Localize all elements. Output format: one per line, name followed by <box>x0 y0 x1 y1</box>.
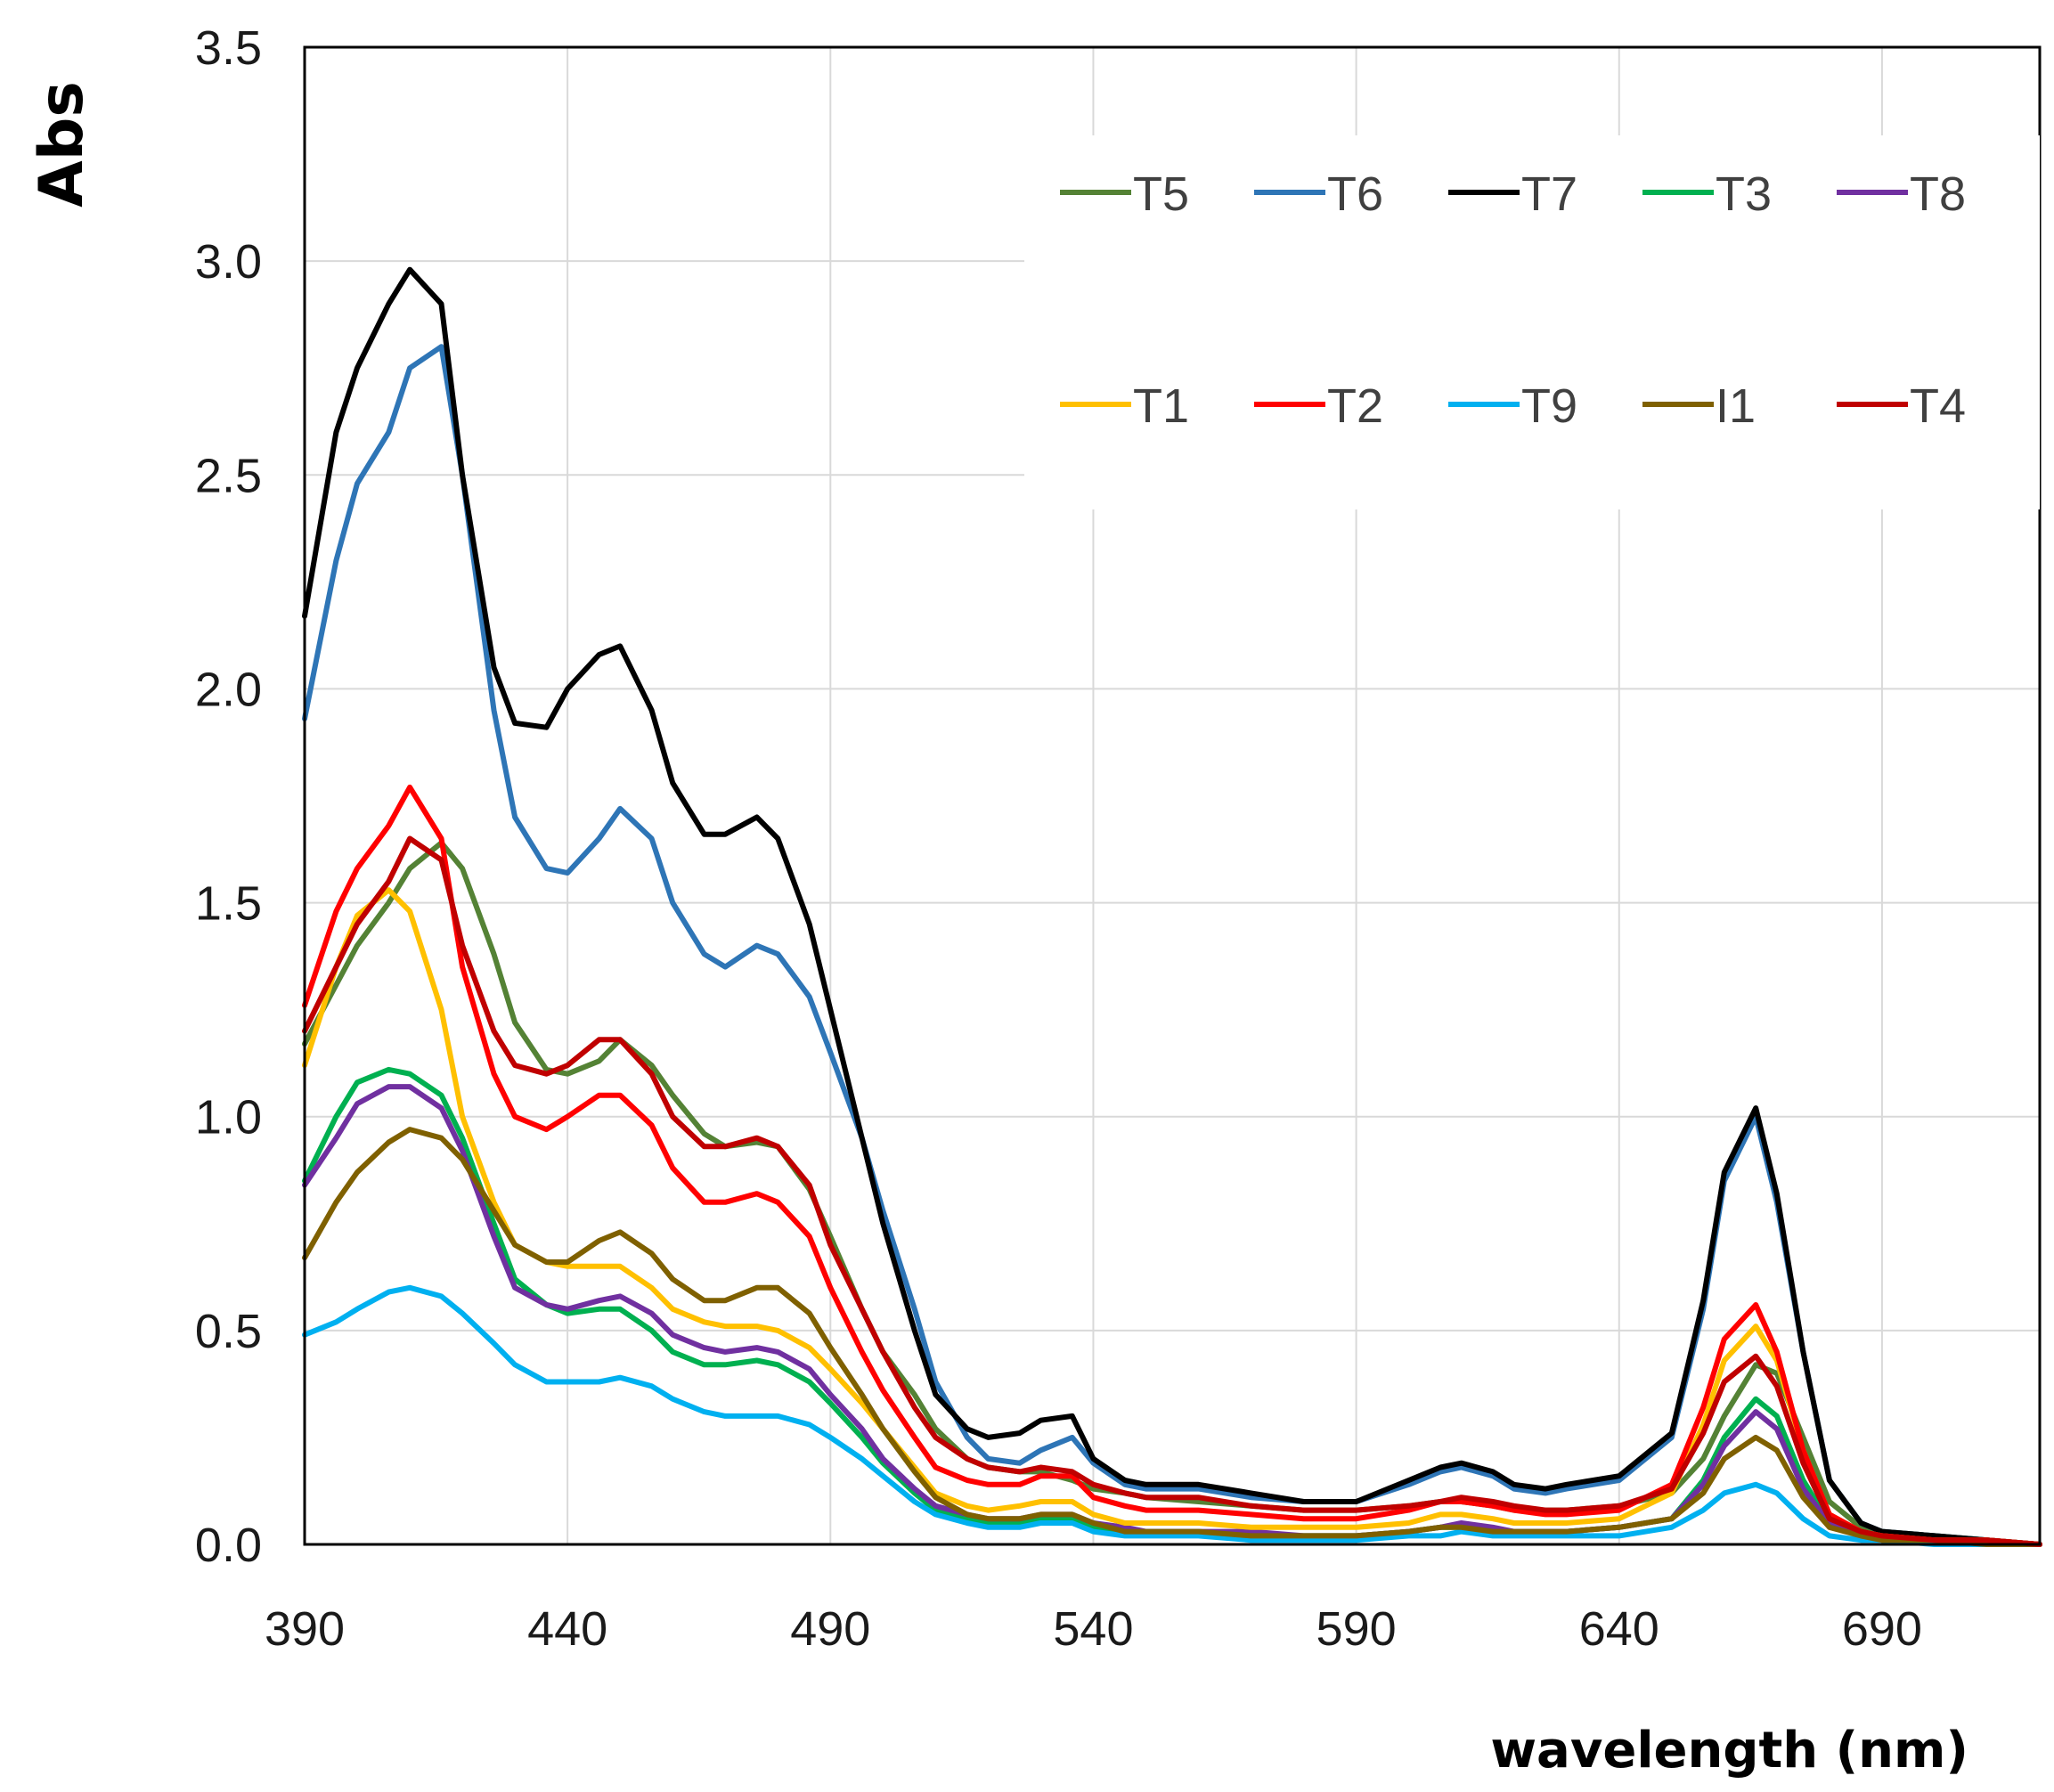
legend-label-T1: T1 <box>1133 379 1189 433</box>
series-line-I1 <box>302 1127 2042 1547</box>
series-line-T9 <box>302 1284 2042 1547</box>
legend-label-T6: T6 <box>1327 167 1383 221</box>
x-tick-label: 690 <box>1842 1602 1922 1656</box>
y-tick-label: 2.5 <box>195 449 262 502</box>
y-tick-label: 0.0 <box>195 1519 262 1572</box>
legend-label-T8: T8 <box>1910 167 1966 221</box>
x-tick-label: 640 <box>1579 1602 1659 1656</box>
series-line-T4 <box>302 835 2042 1547</box>
legend-background <box>1024 135 2040 509</box>
x-tick-label: 590 <box>1316 1602 1397 1656</box>
plot-frame <box>303 45 2042 1546</box>
legend-label-T3: T3 <box>1716 167 1772 221</box>
x-tick-label: 440 <box>527 1602 607 1656</box>
series-lines <box>302 266 2042 1547</box>
y-tick-label: 2.0 <box>195 663 262 716</box>
legend-label-T4: T4 <box>1910 379 1966 433</box>
y-tick-label: 0.5 <box>195 1305 262 1358</box>
legend: T5 T6 T7 T3 T8 T1 T2 T9 I1 T4 <box>1024 135 2040 509</box>
y-axis-title: Abs <box>27 81 97 208</box>
y-tick-label: 1.5 <box>195 877 262 931</box>
legend-label-T2: T2 <box>1327 379 1383 433</box>
x-axis-title: wavelength (nm) <box>1490 1722 1968 1780</box>
y-tick-label: 1.0 <box>195 1091 262 1144</box>
x-axis-ticks: 390 440 490 540 590 640 690 <box>265 1602 1922 1656</box>
legend-label-I1: I1 <box>1716 379 1756 433</box>
x-tick-label: 490 <box>790 1602 870 1656</box>
series-line-T7 <box>302 266 2042 1547</box>
y-axis-ticks: 0.0 0.5 1.0 1.5 2.0 2.5 3.0 3.5 <box>195 21 262 1572</box>
y-tick-label: 3.5 <box>195 21 262 75</box>
series-line-T2 <box>302 784 2042 1547</box>
legend-label-T5: T5 <box>1133 167 1189 221</box>
y-tick-label: 3.0 <box>195 235 262 289</box>
x-tick-label: 540 <box>1053 1602 1133 1656</box>
legend-label-T7: T7 <box>1521 167 1577 221</box>
legend-label-T9: T9 <box>1521 379 1577 433</box>
x-tick-label: 390 <box>265 1602 345 1656</box>
